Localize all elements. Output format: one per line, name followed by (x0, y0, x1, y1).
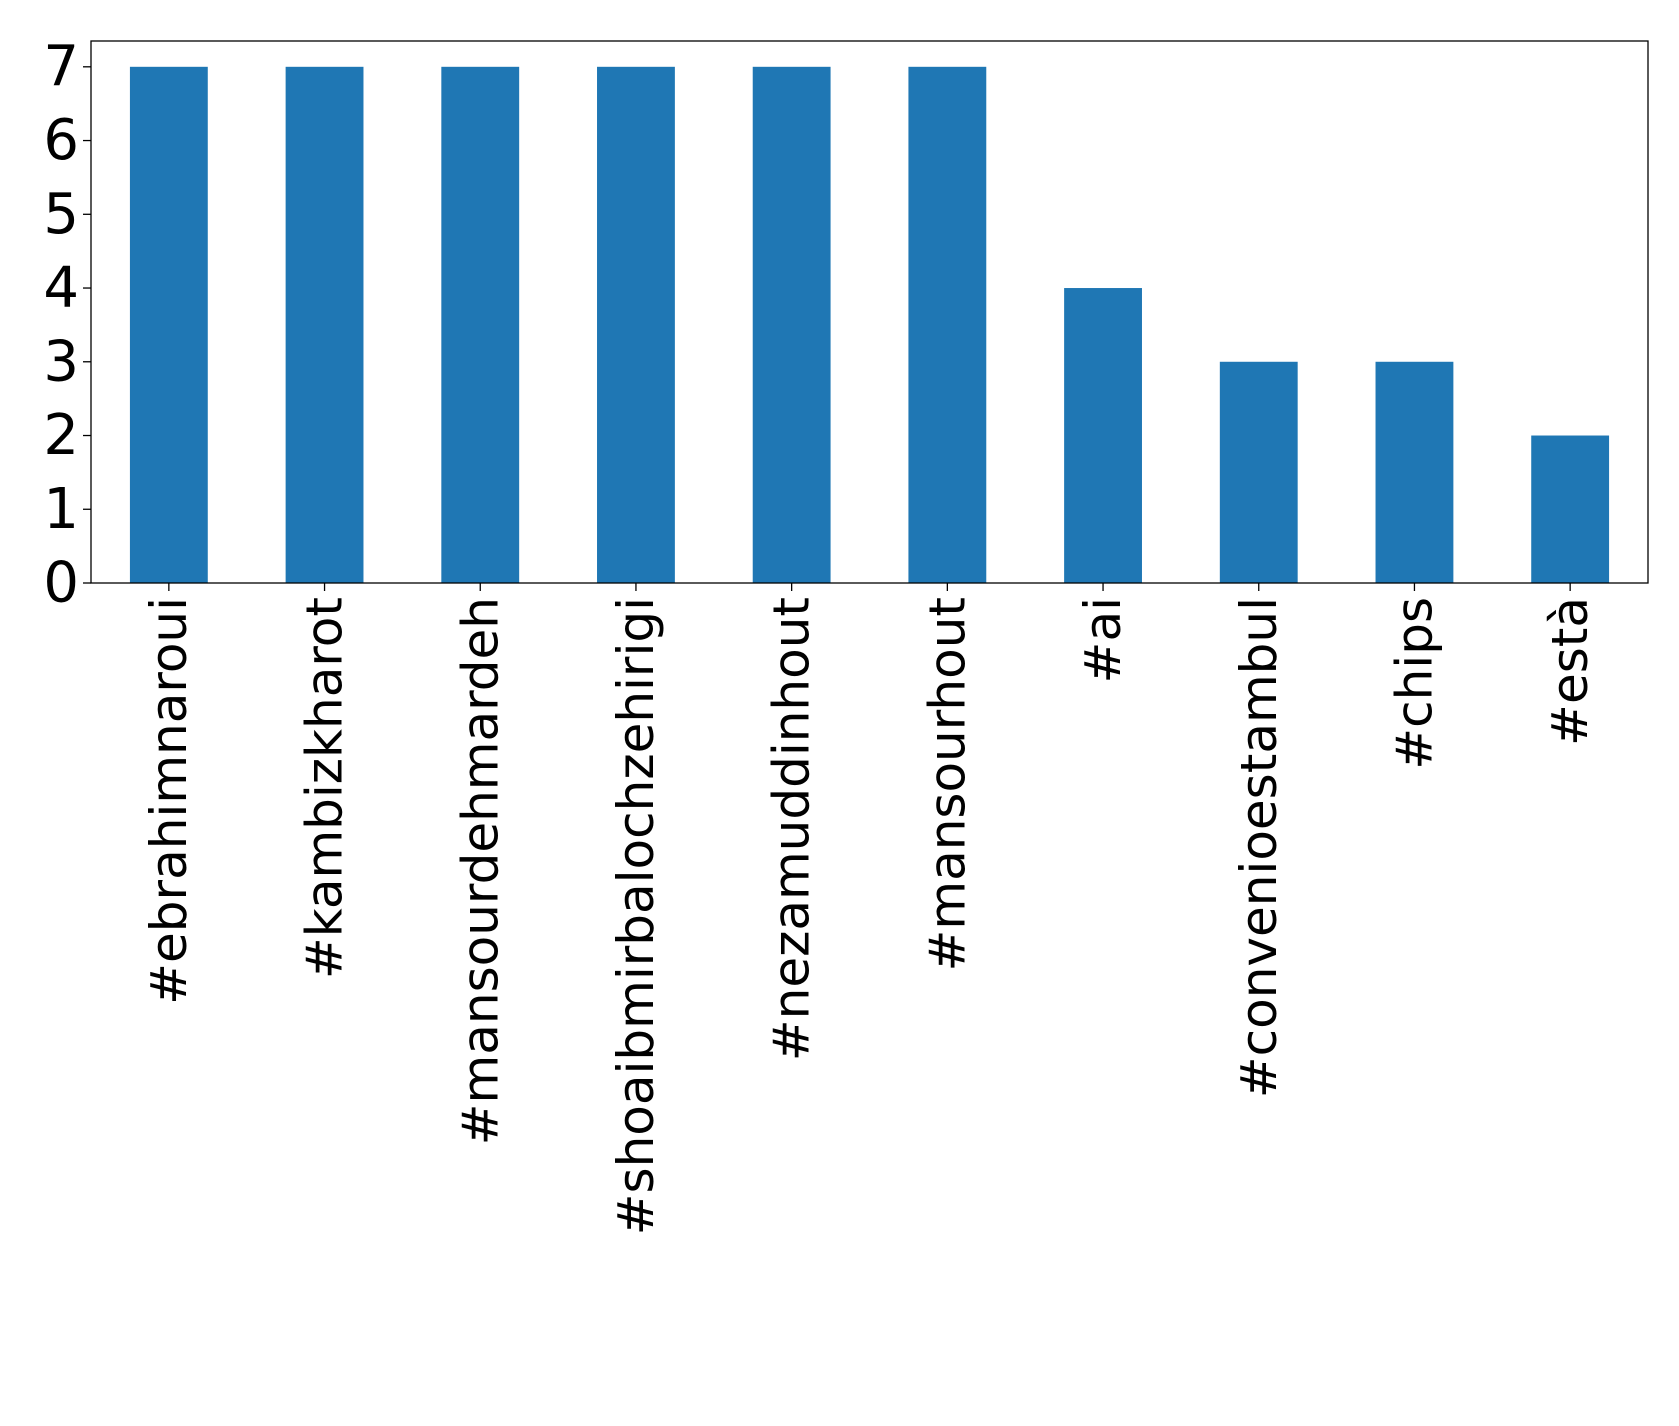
bar (441, 66, 520, 584)
bar (597, 66, 675, 584)
bar (285, 66, 364, 584)
bar (1531, 435, 1610, 583)
bar (1375, 361, 1454, 583)
y-tick-label: 0 (43, 551, 79, 616)
y-tick-label: 6 (43, 108, 79, 173)
bar (908, 66, 987, 584)
bar (752, 66, 831, 584)
x-tick-label: #mansourdehmardeh (451, 597, 509, 1145)
bar (129, 66, 208, 584)
y-tick-label: 2 (43, 403, 79, 468)
x-tick-label: #ebrahimnaroui (140, 597, 198, 1005)
y-tick-label: 7 (43, 34, 79, 99)
y-tick-label: 3 (43, 329, 79, 394)
x-tick-label: #kambizkharot (296, 597, 354, 979)
y-tick-label: 5 (43, 182, 79, 247)
bar (1064, 288, 1142, 583)
x-tick-label: #convenioestambul (1230, 597, 1288, 1098)
plot-area-frame (90, 40, 1649, 584)
y-tick-label: 1 (43, 477, 79, 542)
bar (1219, 361, 1298, 583)
y-tick-label: 4 (43, 256, 79, 321)
x-tick-label: #està (1541, 597, 1599, 746)
x-tick-label: #mansourhout (918, 597, 976, 972)
x-axis: #ebrahimnaroui #kambizkharot #mansourdehma… (140, 583, 1599, 1235)
x-tick-label: #ai (1074, 597, 1132, 683)
bars-group (129, 66, 1610, 584)
x-tick-label: #chips (1385, 597, 1443, 770)
x-tick-label: #shoaibmirbalochzehirigi (607, 597, 665, 1235)
y-axis: 0 1 2 3 4 5 6 7 (43, 34, 91, 616)
x-tick-label: #nezamuddinhout (763, 597, 821, 1061)
